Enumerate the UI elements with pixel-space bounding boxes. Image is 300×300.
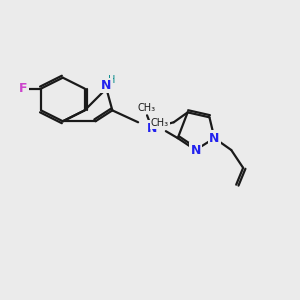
Text: F: F <box>19 82 27 95</box>
Text: CH₃: CH₃ <box>138 103 156 113</box>
Text: H: H <box>108 75 115 85</box>
Text: N: N <box>147 122 157 135</box>
Text: CH₃: CH₃ <box>151 118 169 128</box>
Text: N: N <box>190 143 201 157</box>
Text: N: N <box>101 79 112 92</box>
Text: N: N <box>209 132 220 145</box>
